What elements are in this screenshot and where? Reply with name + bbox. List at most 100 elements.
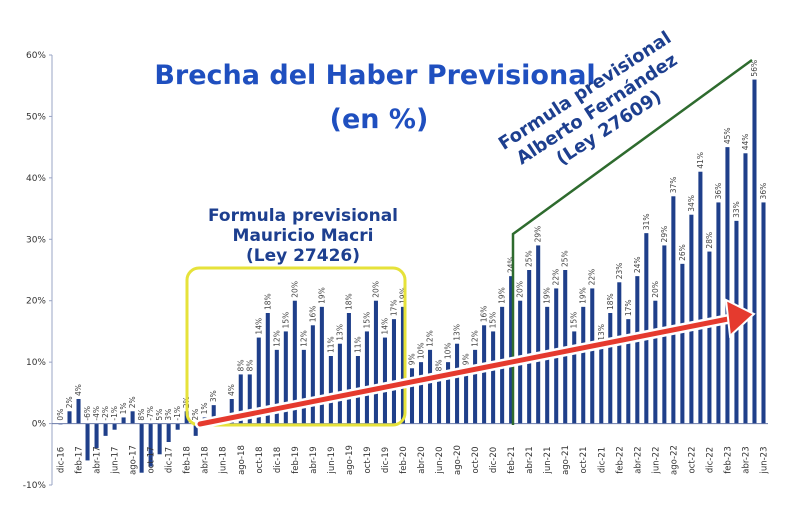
x-tick-label: dic-19 — [381, 447, 391, 473]
x-tick-label: feb-18 — [183, 446, 193, 474]
bar — [247, 374, 252, 424]
data-label: 13% — [597, 324, 606, 341]
bar — [491, 331, 496, 424]
x-tick-label: feb-19 — [291, 446, 301, 474]
bar — [346, 313, 351, 424]
bar — [689, 214, 694, 424]
data-label: 4% — [227, 384, 236, 396]
data-label: 45% — [723, 127, 732, 144]
data-label: 2% — [65, 396, 74, 408]
bar — [121, 417, 126, 424]
data-label: 5% — [155, 409, 164, 421]
x-tick-label: jun-18 — [219, 446, 229, 474]
data-label: -7% — [146, 406, 155, 421]
bar — [319, 306, 324, 424]
x-tick-label: jun-22 — [651, 446, 661, 474]
bar — [482, 325, 487, 424]
x-tick-label: dic-20 — [489, 447, 499, 473]
x-tick-label: jun-20 — [435, 446, 445, 474]
data-label: 19% — [543, 287, 552, 304]
x-tick-label: ago-18 — [237, 445, 247, 475]
data-label: 37% — [669, 177, 678, 194]
x-tick-label: feb-17 — [75, 446, 85, 474]
y-tick-label: -10% — [23, 481, 47, 491]
x-tick-label: jun-21 — [543, 446, 553, 474]
bar — [527, 270, 532, 424]
x-tick-label: oct-21 — [579, 446, 589, 473]
data-label: 19% — [498, 287, 507, 304]
bar — [139, 423, 144, 473]
data-label: 13% — [335, 324, 344, 341]
data-label: 29% — [534, 226, 543, 243]
x-tick-label: ago-17 — [129, 445, 139, 475]
x-tick-label: ago-20 — [453, 445, 463, 475]
bar — [581, 306, 586, 424]
bar — [680, 263, 685, 424]
data-label: 8% — [137, 409, 146, 421]
data-label: 28% — [705, 232, 714, 249]
data-label: 12% — [272, 330, 281, 347]
data-label: 36% — [714, 183, 723, 200]
x-tick-label: oct-20 — [471, 446, 481, 473]
data-label: 12% — [426, 330, 435, 347]
x-tick-label: abr-19 — [309, 446, 319, 473]
macri-annotation-line: Mauricio Macri — [233, 226, 374, 246]
data-label: 8% — [245, 360, 254, 372]
chart-subtitle: (en %) — [330, 104, 429, 135]
bar — [608, 313, 613, 424]
data-label: 9% — [408, 353, 417, 365]
data-label: 11% — [353, 336, 362, 353]
data-label: 20% — [371, 281, 380, 298]
chart-title: Brecha del Haber Previsional — [154, 60, 595, 91]
y-tick-label: 30% — [26, 235, 46, 245]
data-label: 25% — [525, 250, 534, 267]
bar — [644, 233, 649, 424]
bar — [85, 423, 90, 461]
x-tick-label: oct-19 — [363, 446, 373, 473]
bar — [409, 368, 415, 424]
bar — [446, 362, 451, 424]
bar — [599, 343, 604, 424]
bar — [112, 423, 117, 430]
bar — [211, 405, 216, 424]
x-tick-label: abr-22 — [633, 446, 643, 473]
data-label: 34% — [687, 195, 696, 212]
data-label: 24% — [507, 256, 516, 273]
data-label: 17% — [389, 299, 398, 316]
x-tick-label: jun-19 — [327, 446, 337, 474]
data-label: 1% — [200, 403, 209, 415]
macri-annotation-line: Formula previsional — [208, 206, 398, 226]
data-label: 24% — [633, 256, 642, 273]
data-label: 8% — [435, 360, 444, 372]
data-label: -4% — [92, 406, 101, 421]
bar — [707, 251, 712, 424]
data-label: 3% — [164, 409, 173, 421]
data-label: 16% — [308, 306, 317, 323]
x-tick-label: dic-22 — [705, 447, 715, 473]
data-label: 25% — [561, 250, 570, 267]
bar — [130, 411, 135, 424]
bar — [617, 282, 622, 424]
data-label: 13% — [453, 324, 462, 341]
y-tick-label: 40% — [26, 174, 46, 184]
data-label: 33% — [732, 201, 741, 218]
bar — [310, 325, 315, 424]
bar — [373, 300, 378, 424]
data-label: -6% — [83, 406, 92, 421]
data-label: 19% — [579, 287, 588, 304]
data-label: 18% — [263, 293, 272, 310]
x-tick-label: abr-23 — [741, 446, 751, 473]
bar — [274, 349, 279, 424]
bar — [725, 147, 730, 424]
bar — [301, 349, 306, 424]
data-label: 14% — [380, 318, 389, 335]
data-label: 22% — [588, 269, 597, 286]
data-label: 1% — [119, 403, 128, 415]
bar — [572, 331, 577, 424]
x-tick-label: dic-21 — [597, 447, 607, 473]
bar — [635, 276, 640, 424]
data-label: 10% — [417, 342, 426, 359]
bar — [103, 423, 108, 436]
data-label: 20% — [516, 281, 525, 298]
